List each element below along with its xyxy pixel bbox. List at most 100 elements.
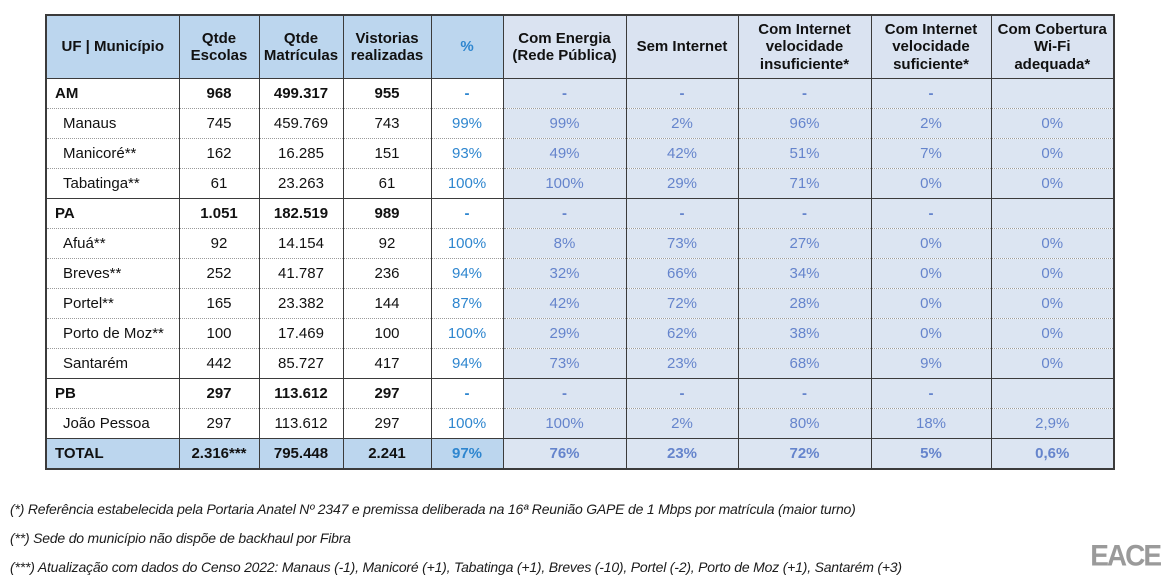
cell: 23% [625,348,739,379]
table-row: Tabatinga** 61 23.263 61 100% 100% 29% 71% 0% 0% [45,168,1115,199]
table-header: UF | Município Qtde Escolas Qtde Matrícu… [45,15,1115,79]
column-header-sem-internet: Sem Internet [625,15,739,79]
table-row: Manicoré** 162 16.285 151 93% 49% 42% 51% 7% 0% [45,138,1115,169]
cell: - [625,78,739,109]
cell: 0% [870,318,992,349]
table-row: Porto de Moz** 100 17.469 100 100% 29% 62% 38% 0… [45,318,1115,349]
cell: - [430,198,504,229]
cell: - [625,198,739,229]
cell: - [430,378,504,409]
cell: 29% [502,318,627,349]
cell: 27% [737,228,872,259]
cell: 2% [625,108,739,139]
cell: 9% [870,348,992,379]
cell [990,78,1115,109]
cell [990,198,1115,229]
column-header-uf-municipio: UF | Município [45,15,180,79]
cell: João Pessoa [45,408,180,439]
cell: 459.769 [258,108,344,139]
cell: 17.469 [258,318,344,349]
eace-logo: EACE [1090,539,1162,572]
table-row: Afuá** 92 14.154 92 100% 8% 73% 27% 0% 0% [45,228,1115,259]
cell: 182.519 [258,198,344,229]
cell: - [737,378,872,409]
column-header-internet-insuficiente: Com Internet velocidade insuficiente* [737,15,872,79]
cell: 0% [990,168,1115,199]
cell: 92 [178,228,260,259]
cell: - [870,198,992,229]
cell: Manicoré** [45,138,180,169]
cell: 2,9% [990,408,1115,439]
table-row: PA 1.051 182.519 989- - - - - [45,198,1115,229]
cell: 71% [737,168,872,199]
cell: 0% [990,318,1115,349]
cell: 442 [178,348,260,379]
cell: - [430,78,504,109]
column-header-com-energia: Com Energia (Rede Pública) [502,15,627,79]
cell: 18% [870,408,992,439]
cell: 80% [737,408,872,439]
cell: TOTAL [45,438,180,469]
cell: 41.787 [258,258,344,289]
cell: 0% [870,168,992,199]
cell: Afuá** [45,228,180,259]
cell: 955 [342,78,432,109]
table-row: Santarém 442 85.727 417 94% 73% 23% 68% 9% 0% [45,348,1115,379]
schools-connectivity-table: UF | Município Qtde Escolas Qtde Matrícu… [45,14,1115,470]
cell: 0% [990,108,1115,139]
cell: 72% [625,288,739,319]
cell: 165 [178,288,260,319]
cell: 28% [737,288,872,319]
table-body: AM 968 499.317 955- - - - - Manaus 745 459.769 743 9… [45,78,1115,469]
cell: 1.051 [178,198,260,229]
cell: Portel** [45,288,180,319]
cell: 23.263 [258,168,344,199]
column-header-qtde-escolas: Qtde Escolas [178,15,260,79]
cell: 0% [990,228,1115,259]
footnote-double-asterisk: (**) Sede do município não dispõe de bac… [10,530,351,546]
cell: 2% [625,408,739,439]
cell: 2.241 [342,438,432,469]
cell: Manaus [45,108,180,139]
cell: 417 [342,348,432,379]
cell: 100% [502,408,627,439]
cell: - [870,378,992,409]
cell: 29% [625,168,739,199]
cell: 0% [870,228,992,259]
cell: - [625,378,739,409]
cell: 745 [178,108,260,139]
cell: 100 [178,318,260,349]
cell: 72% [737,438,872,469]
column-header-vistorias-realizadas: Vistorias realizadas [342,15,432,79]
cell: 100% [502,168,627,199]
cell: 99% [430,108,504,139]
cell: 7% [870,138,992,169]
cell: 66% [625,258,739,289]
cell: 42% [625,138,739,169]
cell: 0% [870,258,992,289]
cell: 743 [342,108,432,139]
cell: 2% [870,108,992,139]
table-row: AM 968 499.317 955- - - - - [45,78,1115,109]
cell: 42% [502,288,627,319]
cell: - [737,78,872,109]
table-row: Portel** 165 23.382 144 87% 42% 72% 28% 0% 0% [45,288,1115,319]
cell: - [737,198,872,229]
cell: 968 [178,78,260,109]
cell: 93% [430,138,504,169]
column-header-wifi-adequada: Com Cobertura Wi-Fi adequada* [990,15,1115,79]
cell: 34% [737,258,872,289]
cell: 0% [990,258,1115,289]
cell: - [502,198,627,229]
cell: - [502,78,627,109]
cell: 499.317 [258,78,344,109]
cell: 989 [342,198,432,229]
footnote-asterisk: (*) Referência estabelecida pela Portari… [10,501,856,517]
schools-connectivity-table-wrapper: UF | Município Qtde Escolas Qtde Matrícu… [45,14,1115,470]
cell: 85.727 [258,348,344,379]
cell: - [870,78,992,109]
cell: 100% [430,228,504,259]
table-row: João Pessoa 297 113.612 297 100% 100% 2% 80% 18%… [45,408,1115,439]
cell: 23.382 [258,288,344,319]
cell: 8% [502,228,627,259]
